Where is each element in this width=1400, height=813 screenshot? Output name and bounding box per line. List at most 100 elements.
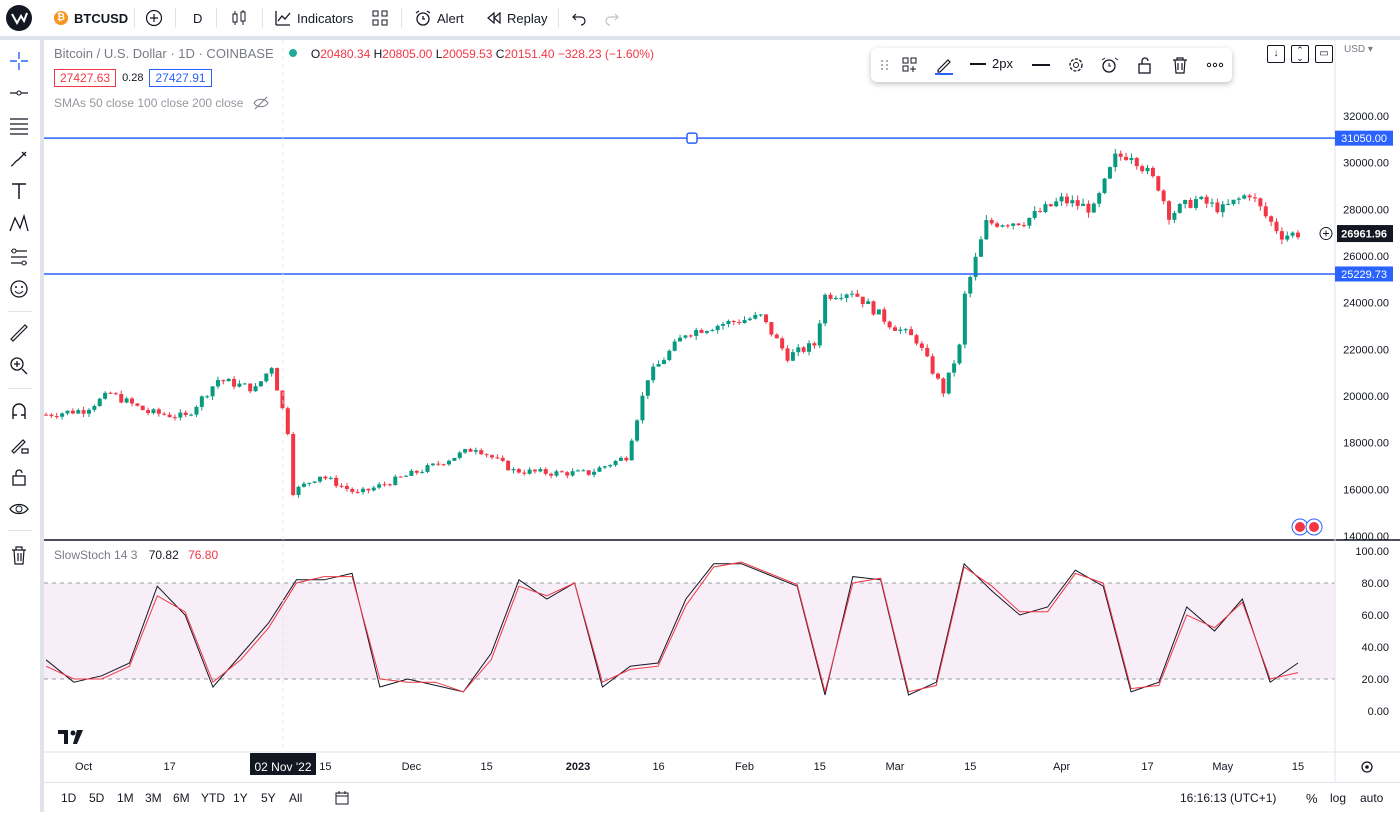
range-button-5d[interactable]: 5D: [89, 791, 105, 805]
symbol-title: Bitcoin / U.S. Dollar · 1D · COINBASE: [54, 46, 274, 61]
sma-legend[interactable]: SMAs 50 close 100 close 200 close: [54, 96, 270, 110]
lock-icon[interactable]: [8, 466, 30, 488]
replay-button[interactable]: Replay: [486, 0, 547, 36]
fib-retracement-icon[interactable]: [8, 115, 30, 137]
more-options-icon[interactable]: [1205, 55, 1225, 75]
candle-body: [452, 457, 457, 461]
range-button-3m[interactable]: 3M: [145, 791, 162, 805]
stoch-tick-label: 100.00: [1355, 546, 1389, 558]
range-button-1d[interactable]: 1D: [61, 791, 77, 805]
candle-body: [978, 239, 983, 257]
candle-body: [688, 335, 693, 337]
stoch-axis[interactable]: 100.00 80.00 60.00 40.00 20.00 0.00: [1355, 546, 1389, 718]
range-button-5y[interactable]: 5Y: [261, 791, 276, 805]
currency-selector[interactable]: USD ▾: [1344, 44, 1373, 55]
eye-icon[interactable]: [8, 498, 30, 520]
range-button-1m[interactable]: 1M: [117, 791, 134, 805]
interval-button[interactable]: D: [193, 10, 203, 26]
range-button-6m[interactable]: 6M: [173, 791, 190, 805]
candle-body: [108, 392, 113, 394]
candle-body: [495, 457, 500, 459]
range-button-1y[interactable]: 1Y: [233, 791, 248, 805]
zoom-in-icon[interactable]: [8, 355, 30, 377]
auto-toggle[interactable]: auto: [1360, 791, 1384, 805]
candle-body: [285, 408, 290, 435]
add-alert-icon[interactable]: [1100, 55, 1120, 75]
undo-button[interactable]: [571, 0, 587, 36]
brush-icon[interactable]: [8, 148, 30, 170]
stoch-legend[interactable]: SlowStoch 14 3 70.82 76.80: [54, 548, 218, 562]
trash-icon[interactable]: [8, 544, 30, 566]
text-tool-icon[interactable]: [8, 180, 30, 202]
move-down-button[interactable]: ↓: [1267, 45, 1285, 63]
lock-drawing-icon[interactable]: [8, 433, 30, 455]
candle-body: [753, 314, 758, 319]
candle-body: [1247, 195, 1252, 198]
candle-body: [704, 331, 709, 333]
candle-body: [586, 470, 591, 475]
price-tick-label: 26000.00: [1343, 251, 1389, 263]
collapse-button[interactable]: ⌃ ⌄: [1291, 45, 1309, 63]
patterns-icon[interactable]: [8, 213, 30, 235]
range-button-all[interactable]: All: [289, 791, 303, 805]
chart-type-button[interactable]: [230, 0, 248, 36]
candle-body: [1236, 198, 1241, 200]
magnet-icon[interactable]: [8, 400, 30, 422]
line-color-icon[interactable]: [934, 55, 954, 75]
range-button-ytd[interactable]: YTD: [201, 791, 225, 805]
unlock-icon[interactable]: [1135, 55, 1155, 75]
candle-body: [242, 383, 247, 385]
candle-body: [941, 378, 946, 394]
candle-body: [199, 396, 204, 407]
indicators-button[interactable]: Indicators: [274, 0, 353, 36]
log-toggle[interactable]: log: [1330, 791, 1347, 805]
ruler-icon[interactable]: [8, 322, 30, 344]
stoch-tick-label: 20.00: [1361, 674, 1389, 686]
drag-handle-icon[interactable]: [875, 55, 895, 75]
indicators-label: Indicators: [297, 10, 354, 26]
add-alert-icon[interactable]: [1319, 227, 1333, 241]
maximize-button[interactable]: ▭: [1315, 45, 1333, 63]
price-chart[interactable]: 32000.00 30000.00 28000.00 26000.00 24000.00…: [44, 40, 1400, 782]
ask-price[interactable]: 27427.91: [149, 69, 212, 87]
candle-body: [511, 469, 516, 471]
line-style-button[interactable]: [1032, 64, 1050, 66]
bid-ask-row: 27427.63 0.28 27427.91: [54, 69, 212, 87]
candle-body: [570, 471, 575, 476]
events-flags-icon[interactable]: [1291, 518, 1323, 536]
emoji-icon[interactable]: [8, 278, 30, 300]
crosshair-icon[interactable]: [8, 50, 30, 72]
tradingview-logo-icon[interactable]: [6, 5, 32, 31]
candle-body: [183, 412, 188, 416]
settings-gear-icon[interactable]: [1066, 55, 1086, 75]
bid-price[interactable]: 27427.63: [54, 69, 117, 87]
percent-toggle[interactable]: %: [1306, 790, 1318, 806]
candle-body: [592, 471, 597, 475]
symbol-search-button[interactable]: ₿ BTCUSD: [54, 0, 128, 36]
line-handle[interactable]: [686, 132, 698, 144]
redo-button[interactable]: [604, 0, 620, 36]
candle-body: [903, 329, 908, 331]
candle-body: [334, 477, 339, 486]
templates-button[interactable]: [371, 0, 389, 36]
alert-button[interactable]: Alert: [414, 0, 464, 36]
candle-body: [414, 470, 419, 473]
compare-symbol-button[interactable]: [145, 0, 163, 36]
delete-icon[interactable]: [1170, 55, 1190, 75]
goto-date-button[interactable]: [334, 790, 350, 811]
candle-body: [1134, 158, 1139, 167]
candle-body: [823, 294, 828, 324]
time-tick-label: Dec: [402, 761, 422, 773]
templates-icon[interactable]: [900, 55, 920, 75]
price-axis[interactable]: 32000.00 30000.00 28000.00 26000.00 24000.00…: [1343, 111, 1389, 543]
eye-off-icon[interactable]: [253, 96, 270, 110]
candle-body: [350, 488, 355, 492]
candle-body: [70, 410, 75, 414]
time-axis[interactable]: Oct 17 15 Dec 15 2023 16 Feb 15 Mar 15 Apr 17 May 15: [75, 761, 1304, 773]
axis-settings-gear-icon[interactable]: [1361, 761, 1373, 773]
trend-line-icon[interactable]: [8, 82, 30, 104]
clock-time[interactable]: 16:16:13 (UTC+1): [1180, 791, 1277, 805]
prediction-tools-icon[interactable]: [8, 246, 30, 268]
chart-legend-title[interactable]: Bitcoin / U.S. Dollar · 1D · COINBASE O2…: [54, 46, 654, 61]
line-width-button[interactable]: 2px: [970, 56, 1013, 71]
